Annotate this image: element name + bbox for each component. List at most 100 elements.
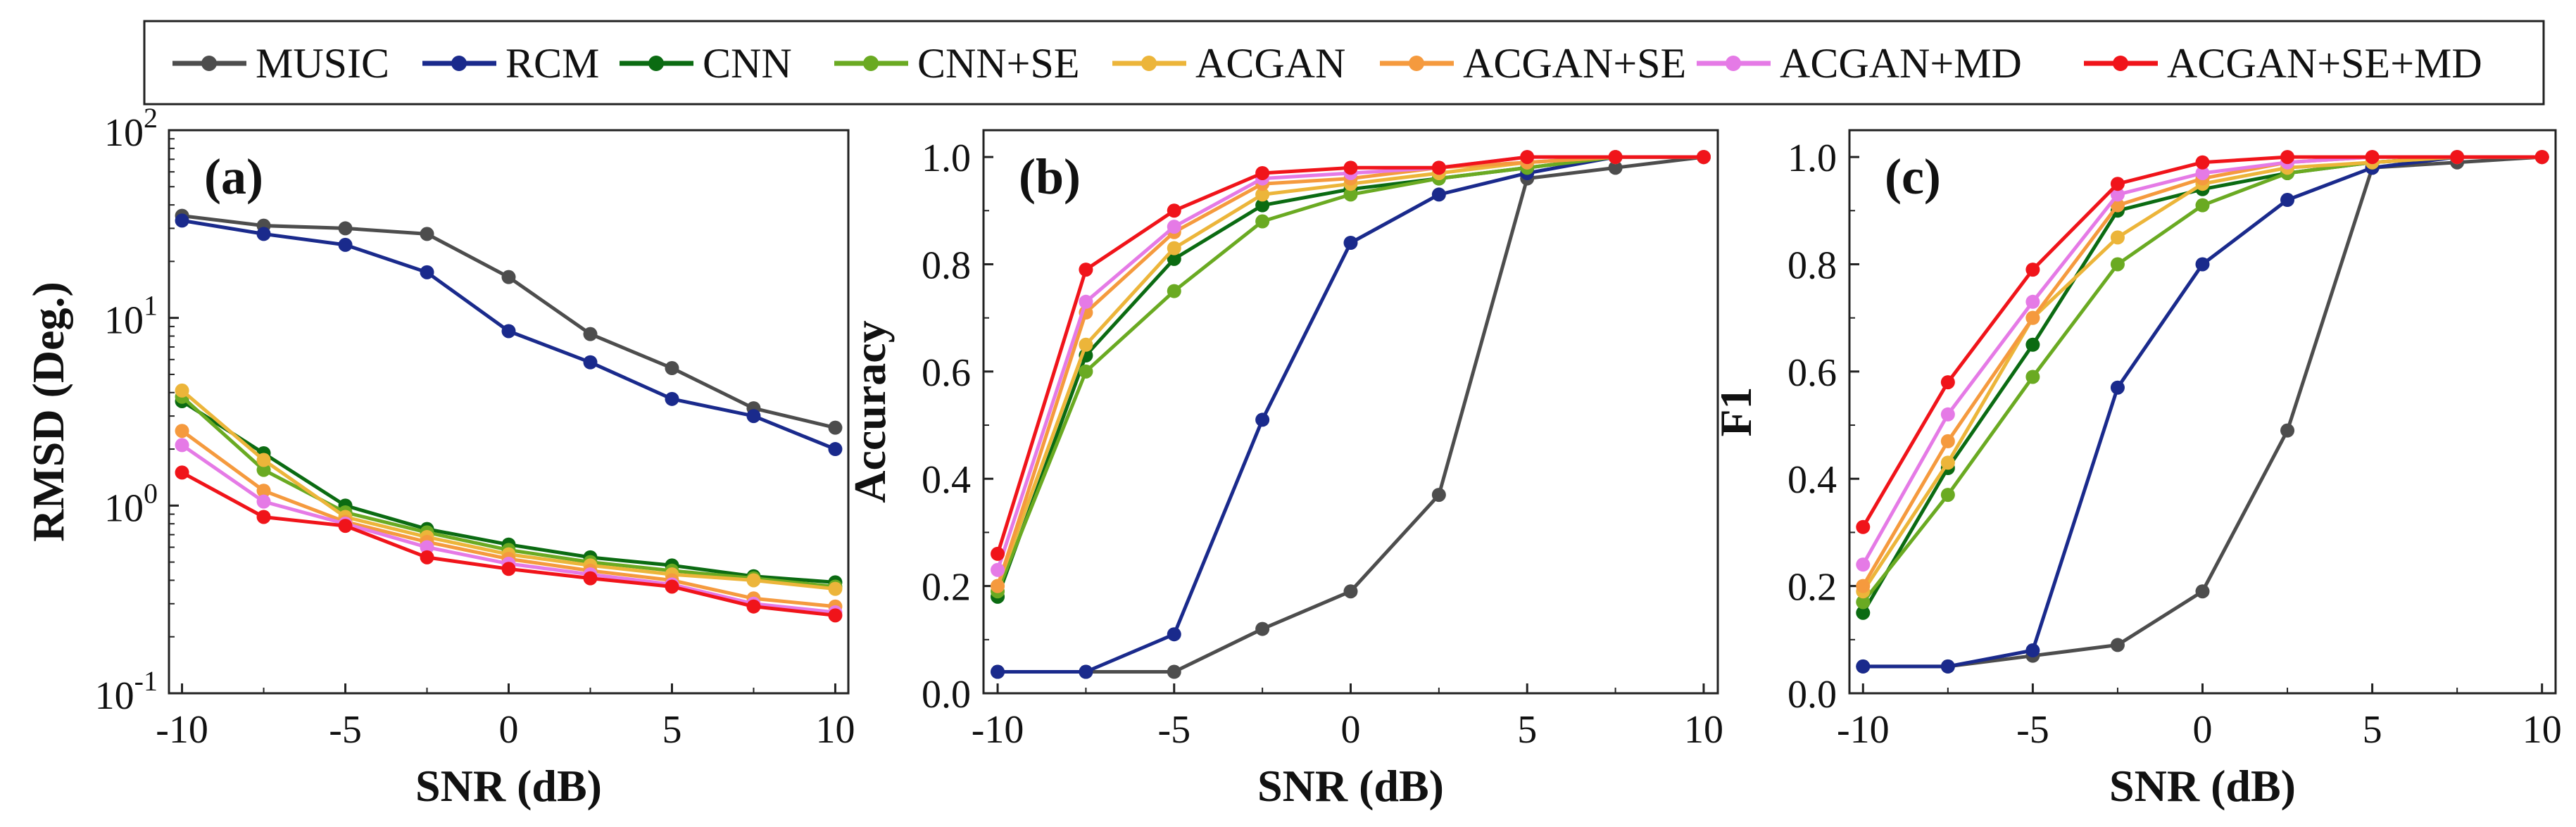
- data-point: [1255, 198, 1270, 213]
- y-tick-label: 0.4: [922, 458, 971, 502]
- data-point: [1255, 187, 1270, 202]
- data-point: [828, 420, 843, 435]
- x-axis-title: SNR (dB): [415, 761, 602, 811]
- data-point: [1940, 375, 1955, 390]
- data-point: [583, 571, 598, 586]
- legend-item-acgan-se-md: ACGAN+SE+MD: [2084, 40, 2482, 87]
- data-point: [665, 391, 679, 406]
- legend-label: MUSIC: [256, 40, 389, 87]
- panel-label: (b): [1019, 149, 1081, 205]
- data-point: [2195, 165, 2210, 180]
- data-point: [256, 462, 271, 477]
- data-point: [2280, 423, 2295, 438]
- x-tick-label: 10: [2522, 708, 2562, 752]
- data-point: [175, 465, 189, 480]
- x-tick-label: 0: [2193, 708, 2213, 752]
- data-point: [420, 550, 434, 564]
- y-tick-label: 0.0: [922, 673, 971, 716]
- data-point: [1431, 488, 1446, 503]
- data-point: [1696, 150, 1711, 165]
- y-axis-title: F1: [1711, 386, 1761, 436]
- data-point: [2025, 370, 2040, 384]
- data-point: [175, 213, 189, 228]
- data-point: [2025, 643, 2040, 658]
- series-acgan-se-md: [991, 150, 1711, 561]
- data-point: [420, 265, 434, 279]
- series-rcm: [175, 213, 843, 457]
- data-point: [175, 424, 189, 438]
- data-point: [2195, 257, 2210, 272]
- data-point: [501, 270, 516, 284]
- data-point: [746, 599, 761, 614]
- data-point: [2025, 294, 2040, 309]
- data-point: [2110, 257, 2125, 272]
- legend-label: RCM: [505, 40, 599, 87]
- data-point: [2195, 155, 2210, 170]
- series-acgan-se-md: [175, 465, 843, 623]
- data-point: [1608, 150, 1623, 165]
- data-point: [338, 237, 353, 252]
- data-point: [1608, 160, 1623, 175]
- data-point: [2534, 150, 2549, 165]
- x-tick-label: 5: [662, 708, 681, 752]
- data-point: [1520, 150, 1535, 165]
- legend-marker: [1409, 56, 1424, 71]
- data-point: [1856, 595, 1871, 610]
- legend-label: ACGAN+SE+MD: [2167, 40, 2482, 87]
- data-point: [1079, 664, 1093, 679]
- data-point: [583, 355, 598, 370]
- data-point: [1431, 187, 1446, 202]
- x-tick-label: 10: [815, 708, 855, 752]
- data-point: [338, 519, 353, 534]
- data-point: [583, 327, 598, 341]
- legend-marker: [863, 56, 879, 71]
- data-point: [828, 442, 843, 457]
- data-point: [2450, 150, 2465, 165]
- data-point: [1167, 627, 1181, 642]
- data-point: [1856, 519, 1871, 534]
- data-point: [1255, 412, 1270, 427]
- data-point: [2280, 193, 2295, 208]
- data-point: [2195, 584, 2210, 599]
- x-tick-label: 0: [499, 708, 519, 752]
- y-tick-label: 0.2: [922, 566, 971, 610]
- legend-marker: [201, 56, 217, 71]
- data-point: [665, 579, 679, 594]
- data-point: [2025, 337, 2040, 352]
- legend-marker: [1141, 56, 1157, 71]
- x-tick-label: -10: [1837, 708, 1890, 752]
- legend-label: CNN: [703, 40, 792, 87]
- legend-item-cnn: CNN: [620, 40, 792, 87]
- data-point: [1940, 434, 1955, 448]
- y-tick-label: 1.0: [922, 137, 971, 180]
- data-point: [991, 562, 1005, 577]
- series-acgan-se-md: [1856, 150, 2549, 534]
- data-point: [256, 510, 271, 524]
- y-tick-label: 1.0: [1788, 137, 1837, 180]
- x-tick-label: -10: [972, 708, 1024, 752]
- data-point: [1856, 659, 1871, 674]
- data-point: [665, 361, 679, 376]
- data-point: [746, 573, 761, 588]
- data-point: [2110, 177, 2125, 191]
- y-tick-label: 0.2: [1788, 566, 1837, 610]
- y-axis-title: Accuracy: [845, 320, 895, 503]
- data-point: [828, 608, 843, 623]
- x-axis-title: SNR (dB): [1257, 761, 1444, 811]
- data-point: [1940, 488, 1955, 503]
- data-point: [2110, 638, 2125, 652]
- data-point: [175, 383, 189, 398]
- data-point: [501, 324, 516, 339]
- data-point: [1343, 187, 1358, 202]
- data-point: [1167, 203, 1181, 218]
- panel-label: (a): [204, 149, 263, 205]
- data-point: [2110, 230, 2125, 245]
- data-point: [1940, 659, 1955, 674]
- legend-items: MUSIC RCM CNN CNN+SE ACGAN ACGAN+SE ACGAN+MD AC…: [172, 40, 2482, 87]
- x-tick-label: -5: [329, 708, 362, 752]
- data-point: [2365, 150, 2380, 165]
- data-point: [1079, 263, 1093, 277]
- legend-item-music: MUSIC: [172, 40, 389, 87]
